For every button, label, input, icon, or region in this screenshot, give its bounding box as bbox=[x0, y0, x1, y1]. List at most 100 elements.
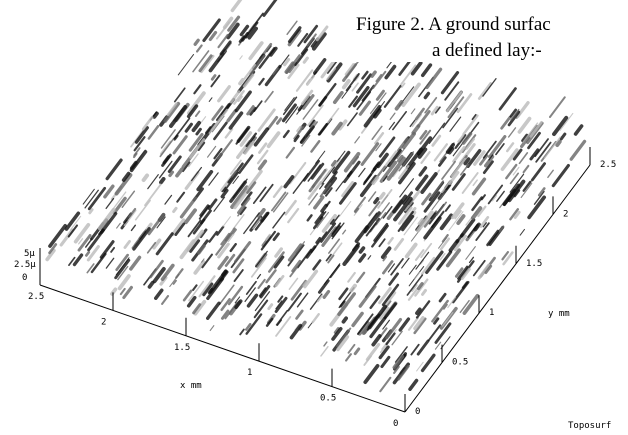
texture-streak bbox=[466, 148, 482, 168]
texture-streak bbox=[285, 54, 301, 74]
texture-streak bbox=[133, 147, 141, 157]
texture-streak bbox=[296, 125, 303, 133]
texture-streak bbox=[388, 121, 396, 130]
texture-streak bbox=[308, 119, 315, 128]
texture-streak bbox=[152, 111, 159, 119]
texture-streak bbox=[256, 149, 269, 165]
texture-streak bbox=[227, 233, 235, 243]
texture-streak bbox=[471, 113, 477, 121]
texture-streak bbox=[423, 191, 441, 213]
texture-streak bbox=[421, 192, 432, 206]
texture-streak bbox=[559, 132, 567, 141]
texture-streak bbox=[336, 327, 352, 348]
texture-streak bbox=[229, 159, 242, 175]
texture-streak bbox=[82, 188, 95, 205]
texture-streak bbox=[306, 214, 313, 222]
texture-streak bbox=[348, 95, 358, 108]
z-tick-label: 2.5µ bbox=[14, 260, 36, 270]
texture-streak bbox=[387, 149, 402, 168]
texture-streak bbox=[296, 292, 309, 308]
texture-streak bbox=[527, 195, 547, 220]
texture-streak bbox=[335, 181, 344, 192]
texture-streak bbox=[295, 69, 314, 92]
texture-streak bbox=[122, 285, 133, 300]
texture-streak bbox=[384, 64, 397, 80]
texture-streak bbox=[363, 211, 381, 234]
texture-streak bbox=[199, 204, 210, 217]
texture-streak bbox=[253, 299, 269, 319]
texture-streak bbox=[121, 190, 136, 208]
texture-streak bbox=[320, 222, 337, 243]
texture-streak bbox=[376, 152, 389, 169]
texture-streak bbox=[392, 362, 410, 385]
x-tick-label: 2 bbox=[101, 317, 106, 327]
caption: a defined lay:- bbox=[432, 40, 542, 61]
texture-streak bbox=[286, 20, 298, 36]
texture-streak bbox=[254, 291, 271, 312]
texture-streak bbox=[193, 299, 207, 316]
texture-streak bbox=[253, 100, 263, 113]
texture-streak bbox=[301, 94, 315, 110]
texture-streak bbox=[191, 120, 201, 133]
texture-streak bbox=[398, 317, 411, 332]
texture-streak bbox=[461, 281, 469, 289]
texture-streak bbox=[240, 191, 253, 207]
texture-streak bbox=[287, 207, 300, 224]
texture-streak bbox=[217, 33, 229, 49]
texture-streak bbox=[287, 29, 302, 47]
texture-streak bbox=[337, 292, 356, 316]
texture-streak bbox=[166, 102, 178, 117]
texture-streak bbox=[367, 304, 388, 330]
texture-streak bbox=[471, 177, 487, 196]
texture-streak bbox=[471, 196, 483, 212]
texture-streak bbox=[484, 154, 495, 168]
texture-streak bbox=[454, 134, 467, 149]
texture-streak bbox=[293, 125, 305, 140]
texture-streak bbox=[265, 269, 277, 284]
texture-streak bbox=[434, 322, 452, 344]
texture-streak bbox=[418, 166, 428, 177]
texture-streak bbox=[230, 0, 243, 13]
texture-streak bbox=[522, 164, 530, 174]
texture-streak bbox=[260, 230, 277, 251]
texture-streak bbox=[217, 85, 231, 103]
texture-streak bbox=[378, 136, 396, 158]
texture-streak bbox=[215, 233, 233, 256]
texture-streak bbox=[447, 96, 465, 119]
texture-streak bbox=[224, 253, 236, 267]
texture-streak bbox=[319, 182, 332, 198]
texture-streak bbox=[416, 361, 424, 372]
texture-streak bbox=[385, 332, 396, 346]
texture-streak bbox=[456, 214, 466, 226]
texture-streak bbox=[332, 90, 344, 105]
texture-streak bbox=[184, 208, 197, 225]
texture-streak bbox=[169, 105, 188, 128]
texture-streak bbox=[362, 173, 372, 186]
texture-streak bbox=[78, 238, 84, 245]
texture-streak bbox=[207, 145, 217, 158]
texture-streak bbox=[311, 313, 320, 324]
texture-streak bbox=[234, 296, 241, 304]
texture-streak bbox=[97, 207, 116, 231]
texture-streak bbox=[171, 218, 186, 237]
texture-streak bbox=[246, 105, 255, 116]
texture-streak bbox=[224, 301, 238, 320]
texture-streak bbox=[322, 176, 338, 195]
texture-streak bbox=[331, 214, 340, 226]
texture-streak bbox=[509, 172, 519, 185]
texture-streak bbox=[232, 214, 245, 230]
texture-streak bbox=[448, 211, 464, 231]
texture-streak bbox=[176, 191, 186, 203]
texture-streak bbox=[235, 127, 249, 145]
texture-streak bbox=[323, 341, 328, 347]
texture-streak bbox=[385, 317, 403, 340]
texture-streak bbox=[360, 142, 380, 166]
texture-streak bbox=[326, 67, 337, 80]
texture-streak bbox=[397, 365, 410, 381]
texture-streak bbox=[559, 112, 574, 131]
texture-streak bbox=[402, 131, 416, 150]
texture-streak bbox=[459, 218, 476, 238]
texture-streak bbox=[336, 335, 350, 352]
texture-streak bbox=[413, 316, 425, 331]
texture-streak bbox=[398, 206, 413, 225]
